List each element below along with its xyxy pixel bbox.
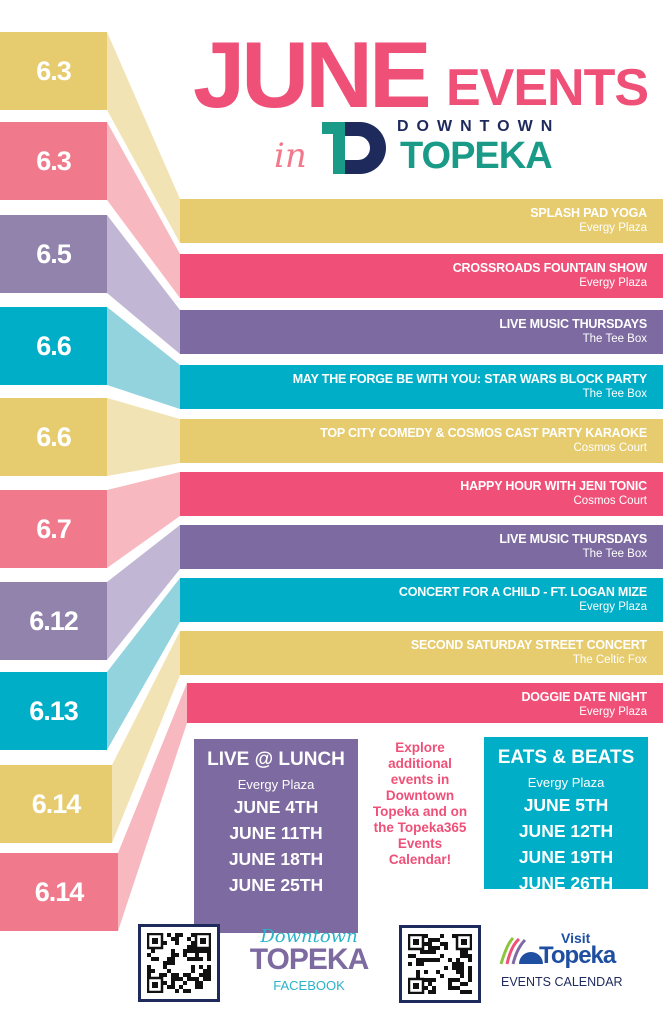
connector-ribbon — [107, 472, 180, 568]
dt-topeka: TOPEKA — [249, 943, 369, 976]
event-venue: Evergy Plaza — [579, 277, 647, 289]
explore-text: Explore additional events in Downtown To… — [372, 740, 468, 867]
logo-topeka: TOPEKA — [400, 135, 553, 177]
date-box: 6.5 — [0, 215, 107, 293]
date-box: 6.14 — [0, 853, 118, 931]
connector-ribbon — [118, 683, 187, 931]
eats-beats-title: EATS & BEATS — [497, 747, 635, 768]
qr-pattern — [408, 934, 472, 994]
event-item: CONCERT FOR A CHILD - FT. LOGAN MIZE Ever… — [180, 578, 663, 622]
facebook-qr-code[interactable] — [138, 924, 220, 1002]
event-item: MAY THE FORGE BE WITH YOU: STAR WARS BLO… — [180, 365, 663, 409]
event-venue: Evergy Plaza — [579, 601, 647, 613]
live-lunch-date: JUNE 11TH — [229, 823, 323, 843]
event-venue: The Celtic Fox — [572, 654, 647, 666]
event-title: HAPPY HOUR WITH JENI TONIC — [460, 479, 647, 493]
title-events: EVENTS — [446, 59, 649, 117]
connector-ribbon — [107, 578, 180, 750]
event-title: MAY THE FORGE BE WITH YOU: STAR WARS BLO… — [292, 372, 648, 386]
eats-beats-date: JUNE 26TH — [518, 873, 614, 893]
event-venue: Cosmos Court — [573, 495, 648, 507]
date-box: 6.7 — [0, 490, 107, 568]
event-title: LIVE MUSIC THURSDAYS — [499, 532, 647, 546]
event-item: SPLASH PAD YOGA Evergy Plaza — [180, 199, 663, 243]
title-june: JUNE — [193, 22, 432, 127]
td-logo-icon — [322, 122, 386, 174]
title-in: in — [274, 136, 307, 176]
downtown-topeka-facebook-logo[interactable]: Downtown TOPEKA FACEBOOK — [243, 926, 375, 994]
visit-topeka-text: Topeka — [539, 942, 616, 969]
eats-beats-box: EATS & BEATS Evergy Plaza JUNE 5TH JUNE … — [484, 737, 648, 893]
eats-beats-date: JUNE 19TH — [518, 847, 614, 867]
event-title: LIVE MUSIC THURSDAYS — [499, 317, 647, 331]
connector-ribbon — [112, 631, 180, 843]
event-item: LIVE MUSIC THURSDAYS The Tee Box — [180, 525, 663, 569]
eats-beats-date: JUNE 12TH — [518, 821, 614, 841]
events-calendar-qr-code[interactable] — [399, 925, 481, 1003]
visit-text: Visit — [561, 930, 591, 946]
event-item: CROSSROADS FOUNTAIN SHOW Evergy Plaza — [180, 254, 663, 298]
event-title: DOGGIE DATE NIGHT — [521, 690, 647, 704]
event-item: LIVE MUSIC THURSDAYS The Tee Box — [180, 310, 663, 354]
logo-downtown: DOWNTOWN — [397, 118, 561, 135]
events-calendar-text: EVENTS CALENDAR — [501, 975, 623, 989]
connector-ribbon — [107, 307, 180, 409]
connector-ribbon — [107, 122, 180, 298]
connector-ribbon — [107, 525, 180, 660]
event-venue: Evergy Plaza — [579, 706, 647, 718]
live-lunch-title: LIVE @ LUNCH — [207, 749, 345, 770]
event-title: SPLASH PAD YOGA — [530, 206, 647, 220]
qr-pattern — [147, 933, 211, 993]
event-item: SECOND SATURDAY STREET CONCERT The Celtic… — [180, 631, 663, 675]
date-box: 6.6 — [0, 307, 107, 385]
capitol-dome-icon — [499, 936, 543, 965]
event-title: CONCERT FOR A CHILD - FT. LOGAN MIZE — [398, 585, 647, 599]
event-title: CROSSROADS FOUNTAIN SHOW — [452, 261, 647, 275]
date-box: 6.14 — [0, 765, 112, 843]
event-venue: The Tee Box — [582, 333, 647, 345]
live-lunch-venue: Evergy Plaza — [237, 777, 315, 792]
date-box: 6.13 — [0, 672, 107, 750]
eats-beats-venue: Evergy Plaza — [527, 775, 605, 790]
live-lunch-date: JUNE 4TH — [233, 797, 319, 817]
connector-ribbon — [107, 32, 180, 243]
dt-facebook: FACEBOOK — [273, 978, 345, 993]
date-box: 6.3 — [0, 32, 107, 110]
dt-script: Downtown — [260, 926, 358, 947]
event-item: TOP CITY COMEDY & COSMOS CAST PARTY KARA… — [180, 419, 663, 463]
event-venue: The Tee Box — [582, 388, 647, 400]
event-title: SECOND SATURDAY STREET CONCERT — [410, 638, 647, 652]
date-box: 6.12 — [0, 582, 107, 660]
date-box: 6.6 — [0, 398, 107, 476]
eats-beats-date: JUNE 5TH — [523, 795, 609, 815]
event-item: HAPPY HOUR WITH JENI TONIC Cosmos Court — [180, 472, 663, 516]
live-lunch-date: JUNE 25TH — [228, 875, 324, 895]
connector-ribbon — [107, 215, 180, 354]
event-item: DOGGIE DATE NIGHT Evergy Plaza — [187, 683, 663, 723]
connector-ribbon — [107, 398, 180, 476]
date-box: 6.3 — [0, 122, 107, 200]
live-lunch-date: JUNE 18TH — [228, 849, 324, 869]
event-venue: Cosmos Court — [573, 442, 648, 454]
event-title: TOP CITY COMEDY & COSMOS CAST PARTY KARA… — [320, 426, 647, 440]
event-venue: The Tee Box — [582, 548, 647, 560]
live-at-lunch-box: LIVE @ LUNCH Evergy Plaza JUNE 4TH JUNE … — [194, 739, 358, 933]
event-venue: Evergy Plaza — [579, 222, 647, 234]
